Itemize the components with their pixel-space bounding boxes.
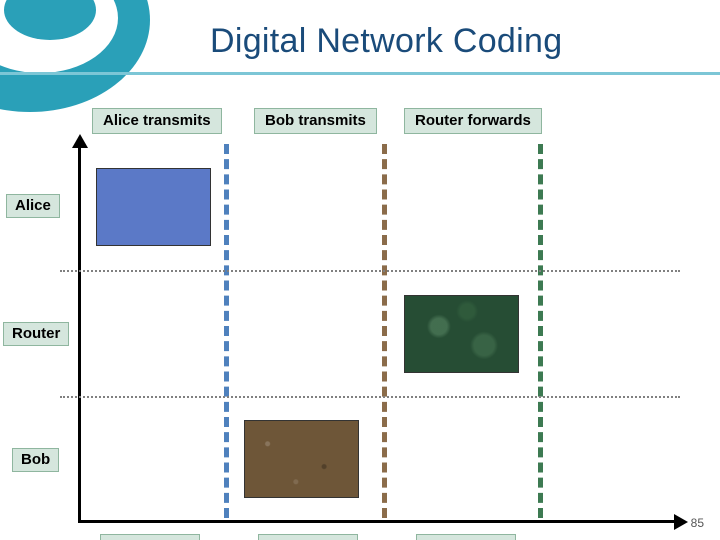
y-axis: [78, 140, 81, 520]
chart-area: Alice transmits Bob transmits Router for…: [0, 100, 720, 510]
packet-bob: [244, 420, 359, 498]
header-col3: Router forwards: [415, 112, 531, 129]
header-col1: Alice transmits: [103, 112, 211, 129]
row-divider-1: [60, 270, 680, 272]
row-router: Router: [12, 325, 60, 342]
row-alice-box: Alice: [6, 194, 60, 218]
title-underline: [0, 72, 720, 75]
row-router-box: Router: [3, 322, 69, 346]
y-axis-arrow: [72, 134, 88, 148]
col3-divider: [538, 144, 543, 518]
slot3-box: Time slot 3: [416, 534, 516, 540]
header-col2: Bob transmits: [265, 112, 366, 129]
header-col1-box: Alice transmits: [92, 108, 222, 134]
slide-title: Digital Network Coding: [210, 22, 562, 61]
col2-divider: [382, 144, 387, 518]
page-number: 85: [691, 516, 704, 530]
packet-alice: [96, 168, 211, 246]
row-bob: Bob: [21, 451, 50, 468]
row-bob-box: Bob: [12, 448, 59, 472]
header-col2-box: Bob transmits: [254, 108, 377, 134]
slot1-box: Time slot 1: [100, 534, 200, 540]
header-col3-box: Router forwards: [404, 108, 542, 134]
packet-router: [404, 295, 519, 373]
slot2-box: Time slot 2: [258, 534, 358, 540]
row-alice: Alice: [15, 197, 51, 214]
col1-divider: [224, 144, 229, 518]
row-divider-2: [60, 396, 680, 398]
x-axis-arrow: [674, 514, 688, 530]
x-axis: [78, 520, 678, 523]
